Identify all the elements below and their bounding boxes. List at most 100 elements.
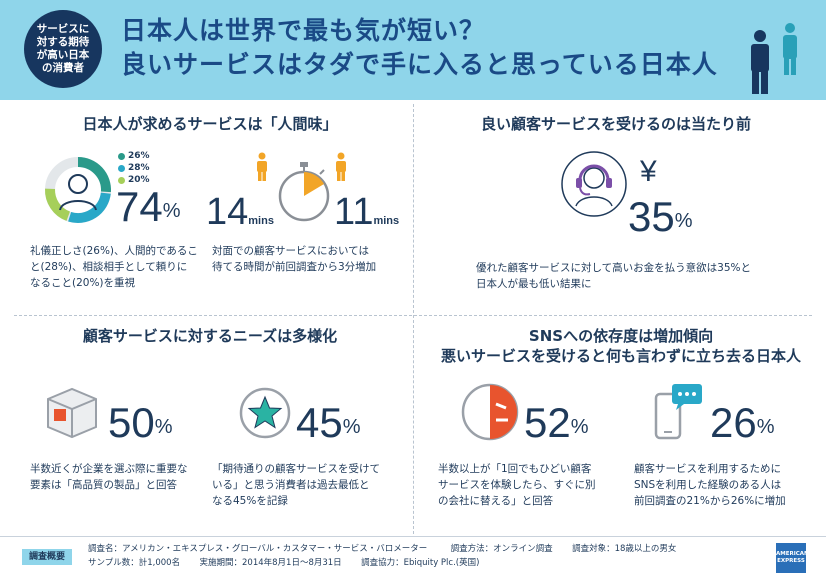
footer-line-2: サンプル数：計1,000名 実施期間：2014年8月1日～8月31日 調査協力：…	[88, 557, 479, 570]
survey-tag: 調査概要	[22, 549, 72, 565]
desc-line: 礼儀正しさ(26%)、人間的であるこ	[30, 245, 198, 257]
desc-line: 対面での顧客サービスにおいては	[212, 245, 369, 257]
percent-sign: %	[162, 200, 181, 222]
badge-line: サービスに	[36, 23, 90, 35]
person-icon	[336, 152, 346, 181]
desc-line: 顧客サービスを利用するために	[634, 463, 781, 475]
product-box-icon	[47, 387, 97, 439]
survey-period: 実施期間：2014年8月1日～8月31日	[199, 558, 342, 568]
desc-line: と(28%)、相談相手として頼りに	[30, 261, 188, 273]
desc-line: 「期待通りの顧客サービスを受けて	[212, 463, 380, 475]
stat-value: 52	[524, 399, 571, 446]
panel2-title: 良い顧客サービスを受けるのは当たり前	[480, 115, 751, 133]
stat-50: 50%	[108, 400, 173, 446]
amex-logo: AMERICAN EXPRESS	[776, 543, 809, 573]
panel4-title: SNSへの依存度は増加傾向 悪いサービスを受けると何も言わずに立ち去る日本人	[426, 326, 816, 366]
stat-74: 74%	[116, 184, 181, 230]
legend-item: 28%	[118, 162, 150, 174]
footer-line-1: 調査名：アメリカン・エキスプレス・グローバル・カスタマー・サービス・バロメーター…	[88, 543, 676, 556]
desc-line: SNSを利用した経験のある人は	[634, 479, 782, 491]
people-icon	[751, 23, 797, 94]
vertical-divider	[413, 104, 414, 534]
legend-dot	[118, 164, 125, 172]
stat-value: 50	[108, 399, 155, 446]
stat-52: 52%	[524, 400, 589, 446]
desc-line: 半数近くが企業を選ぶ際に重要な	[30, 463, 188, 475]
logo-line: EXPRESS	[777, 558, 805, 564]
yen-symbol: ¥	[640, 155, 657, 188]
desc-line: の会社に替える」と回答	[438, 495, 554, 507]
stat-26: 26%	[710, 400, 775, 446]
survey-partner: 調査協力：Ebiquity Plc.(英国)	[361, 558, 480, 568]
stat-value: 26	[710, 399, 757, 446]
mins-unit: mins	[248, 215, 274, 227]
survey-method: 調査方法：オンライン調査	[450, 544, 553, 554]
mins-value: 14	[206, 191, 249, 233]
header-banner: サービスに 対する期待 が高い日本 の消費者 日本人は世界で最も気が短い？ 良い…	[0, 0, 826, 100]
title-line-1: SNSへの依存度は増加傾向	[528, 327, 714, 345]
legend-label: 26%	[128, 151, 150, 161]
donut-legend: 26% 28% 20%	[118, 150, 150, 186]
headset-icon	[561, 151, 627, 217]
survey-target: 調査対象：18歳以上の男女	[572, 544, 677, 554]
legend-item: 26%	[118, 150, 150, 162]
donut-slice	[68, 192, 111, 223]
desc-line: 待てる時間が前回調査から3分増加	[212, 261, 377, 273]
panel3-title: 顧客サービスに対するニーズは多様化	[82, 327, 338, 345]
panel3-desc1: 半数近くが企業を選ぶ際に重要な 要素は「高品質の製品」と回答	[30, 461, 210, 493]
legend-dot	[118, 176, 125, 184]
desc-line: 優れた顧客サービスに対して高いお金を払う意欲は35%と	[476, 262, 752, 274]
panel4-desc1: 半数以上が「1回でもひどい顧客 サービスを体験したら、すぐに別 の会社に替える」…	[438, 461, 623, 509]
mins-after: 11mins	[334, 192, 399, 241]
logo-line: AMERICAN	[776, 551, 809, 557]
mins-before: 14mins	[206, 192, 274, 241]
donut-chart	[45, 157, 111, 223]
desc-line: なること(20%)を重視	[30, 277, 136, 289]
badge-line: が高い日本	[36, 49, 90, 61]
title-line-1: 日本人は世界で最も気が短い？	[121, 16, 486, 45]
desc-line: なる45%を記録	[212, 495, 288, 507]
badge-line: 対する期待	[36, 36, 90, 48]
title-line-2: 良いサービスはタダで手に入ると思っている日本人	[121, 50, 718, 79]
percent-sign: %	[154, 416, 173, 438]
desc-line: いる」と思う消費者は過去最低と	[212, 479, 370, 491]
legend-label: 28%	[128, 163, 150, 173]
mins-value: 11	[334, 191, 374, 233]
survey-name: 調査名：アメリカン・エキスプレス・グローバル・カスタマー・サービス・バロメーター	[88, 544, 428, 554]
legend-item: 20%	[118, 174, 150, 186]
angry-face-icon	[461, 383, 519, 441]
desc-line: 要素は「高品質の製品」と回答	[30, 479, 177, 491]
sample-size: サンプル数：計1,000名	[88, 558, 181, 568]
desc-line: 半数以上が「1回でもひどい顧客	[438, 463, 592, 475]
percent-sign: %	[342, 416, 361, 438]
legend-label: 20%	[128, 175, 150, 185]
desc-line: サービスを体験したら、すぐに別	[438, 479, 596, 491]
stopwatch-icon	[278, 162, 330, 222]
percent-sign: %	[570, 416, 589, 438]
phone-chat-icon	[654, 384, 702, 440]
percent-sign: %	[674, 210, 693, 232]
footer: 調査概要 調査名：アメリカン・エキスプレス・グローバル・カスタマー・サービス・バ…	[0, 536, 826, 578]
donut-slice	[77, 157, 111, 193]
panel3-desc2: 「期待通りの顧客サービスを受けて いる」と思う消費者は過去最低と なる45%を記…	[212, 461, 412, 509]
stat-value: 74	[116, 183, 163, 230]
mins-unit: mins	[373, 215, 400, 227]
stat-35: 35%	[628, 194, 693, 240]
wait-desc: 対面での顧客サービスにおいては 待てる時間が前回調査から3分増加	[212, 243, 412, 275]
person-icon	[257, 152, 267, 181]
star-icon	[239, 387, 291, 439]
desc-line: 日本人が最も低い結果に	[476, 278, 592, 290]
stat-value: 35	[628, 193, 675, 240]
panel1-desc: 礼儀正しさ(26%)、人間的であるこ と(28%)、相談相手として頼りに なるこ…	[30, 243, 210, 291]
panel1-title: 日本人が求めるサービスは「人間味」	[82, 115, 338, 133]
header-badge: サービスに 対する期待 が高い日本 の消費者	[24, 10, 102, 88]
percent-sign: %	[756, 416, 775, 438]
horizontal-divider	[14, 315, 812, 316]
panel4-desc2: 顧客サービスを利用するために SNSを利用した経験のある人は 前回調査の21%か…	[634, 461, 819, 509]
title-line-2: 悪いサービスを受けると何も言わずに立ち去る日本人	[440, 347, 801, 365]
legend-dot	[118, 152, 125, 160]
page-title: 日本人は世界で最も気が短い？ 良いサービスはタダで手に入ると思っている日本人	[121, 14, 718, 82]
badge-line: の消費者	[42, 62, 84, 74]
donut-slice	[45, 188, 71, 221]
stat-value: 45	[296, 399, 343, 446]
